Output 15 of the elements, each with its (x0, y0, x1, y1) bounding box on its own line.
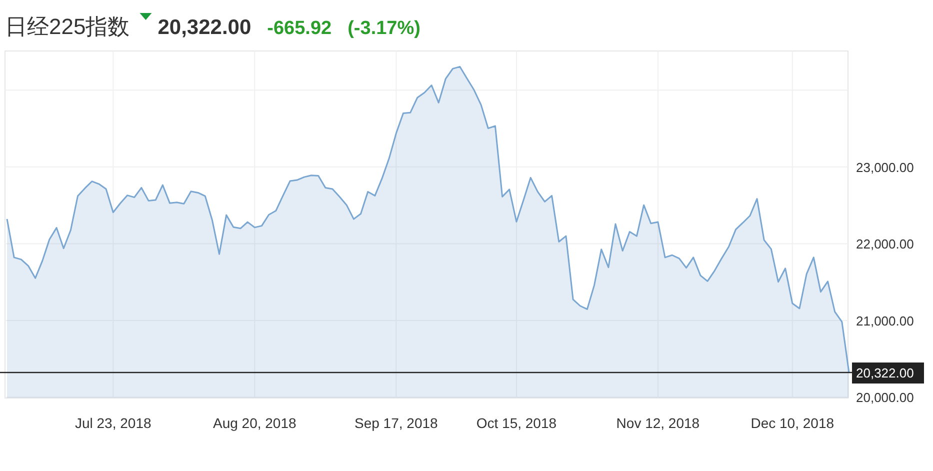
y-tick-label: 23,000.00 (856, 160, 914, 175)
x-tick-label: Sep 17, 2018 (354, 415, 438, 431)
chart-title: 日经225指数 (5, 14, 130, 39)
text: -665.92 (267, 18, 332, 39)
y-tick-label: 20,000.00 (856, 390, 914, 406)
x-tick-label: Aug 20, 2018 (213, 415, 297, 431)
ref-line-label: 20,322.00 (856, 366, 914, 381)
text: (-3.17%) (348, 18, 420, 39)
x-tick-label: Nov 12, 2018 (616, 415, 700, 431)
x-tick-label: Oct 15, 2018 (476, 415, 557, 431)
y-tick-label: 22,000.00 (856, 236, 914, 252)
x-tick-label: Jul 23, 2018 (74, 415, 152, 431)
y-tick-label: 21,000.00 (856, 313, 914, 328)
x-tick-label: Dec 10, 2018 (750, 415, 834, 431)
text: 20,322.00 (158, 16, 252, 39)
